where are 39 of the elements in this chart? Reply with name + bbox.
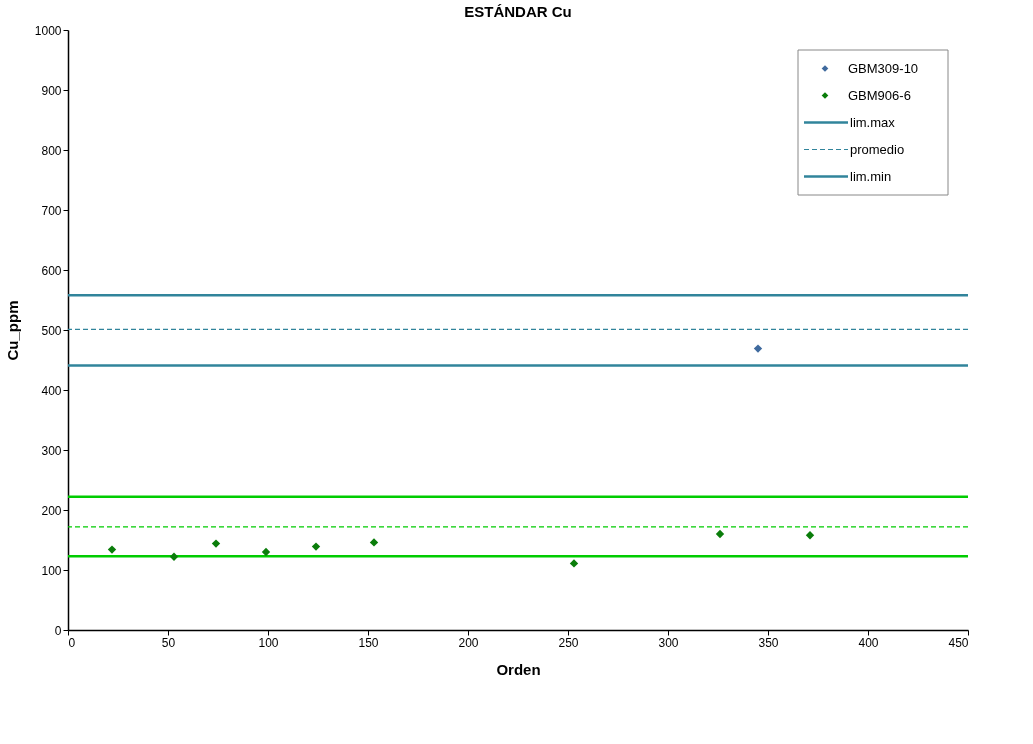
point bbox=[369, 538, 379, 547]
x-tick-label: 450 bbox=[948, 635, 969, 650]
x-tick-label: 100 bbox=[258, 635, 279, 650]
x-tick-label: 350 bbox=[758, 635, 779, 650]
y-tick-label: 300 bbox=[41, 443, 62, 458]
legend-label: GBM906-6 bbox=[848, 87, 911, 103]
chart-title: ESTÁNDAR Cu bbox=[464, 3, 572, 20]
x-tick-label: 300 bbox=[658, 635, 679, 650]
point bbox=[107, 545, 117, 554]
point bbox=[261, 547, 271, 557]
point bbox=[311, 542, 321, 551]
y-tick-label: 600 bbox=[41, 263, 62, 278]
legend-label: lim.max bbox=[850, 114, 896, 130]
y-tick-label: 200 bbox=[41, 503, 62, 518]
x-axis-title: Orden bbox=[496, 660, 541, 678]
y-tick-label: 1000 bbox=[34, 23, 62, 38]
y-tick-label: 700 bbox=[41, 203, 62, 218]
y-tick-label: 500 bbox=[41, 323, 62, 338]
legend-label: promedio bbox=[850, 141, 905, 157]
x-tick-label: 250 bbox=[558, 635, 579, 650]
y-tick-label: 900 bbox=[41, 83, 62, 98]
x-tick-label: 50 bbox=[161, 635, 176, 650]
x-tick-label: 400 bbox=[858, 635, 879, 650]
legend-label: GBM309-10 bbox=[848, 60, 919, 76]
x-tick-label: 150 bbox=[358, 635, 379, 650]
y-tick-label: 800 bbox=[41, 143, 62, 158]
point bbox=[169, 552, 179, 561]
y-tick-label: 100 bbox=[41, 563, 62, 578]
x-tick-label: 0 bbox=[68, 635, 76, 650]
legend-label: lim.min bbox=[850, 168, 892, 184]
point bbox=[715, 529, 725, 539]
y-axis-title: Cu_ppm bbox=[3, 300, 21, 361]
x-tick-label: 200 bbox=[458, 635, 479, 650]
point bbox=[753, 344, 763, 353]
point bbox=[569, 559, 579, 568]
y-tick-label: 0 bbox=[54, 623, 62, 638]
y-tick-label: 400 bbox=[41, 383, 62, 398]
point bbox=[211, 539, 221, 548]
point bbox=[805, 531, 815, 540]
